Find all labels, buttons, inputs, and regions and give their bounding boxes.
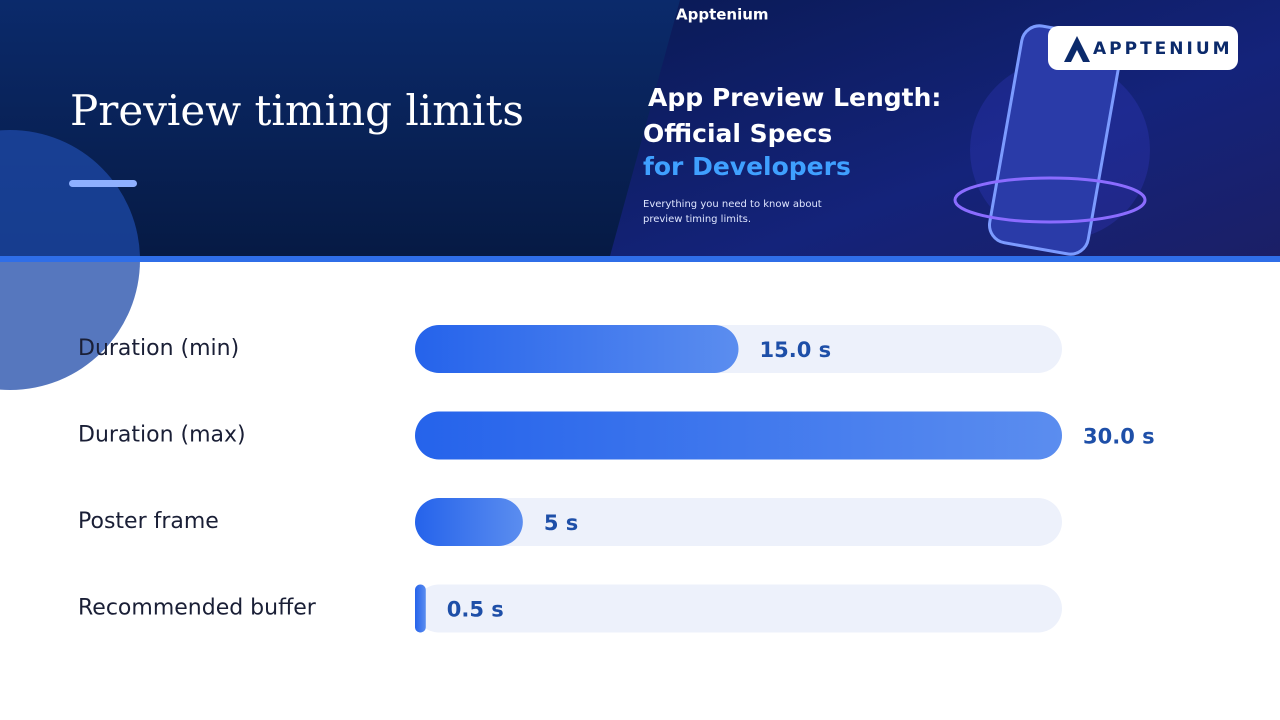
bar <box>415 411 1062 460</box>
header-rule <box>0 256 1280 262</box>
bar <box>415 584 426 633</box>
banner-caption: Everything you need to know about <box>643 199 822 210</box>
value-label: 15.0 s <box>760 338 832 362</box>
logo-mark <box>1064 36 1090 62</box>
bar-track <box>415 498 1062 546</box>
value-label: 0.5 s <box>447 598 504 622</box>
page-title: Preview timing limits <box>70 86 524 135</box>
bar-track <box>415 584 1062 633</box>
category-label: Duration (max) <box>78 423 246 448</box>
value-label: 5 s <box>544 511 578 535</box>
banner-headline: for Developers <box>643 152 851 181</box>
logo-text: APPTENIUM <box>1093 39 1233 59</box>
banner-caption: preview timing limits. <box>643 214 751 225</box>
banner-headline: App Preview Length: <box>648 83 941 112</box>
title-accent <box>69 180 137 187</box>
brand: Apptenium <box>676 6 769 24</box>
bar <box>415 498 523 546</box>
category-label: Poster frame <box>78 509 219 534</box>
ring <box>953 176 1147 224</box>
category-label: Recommended buffer <box>78 596 317 621</box>
category-label: Duration (min) <box>78 336 239 361</box>
value-label: 30.0 s <box>1083 425 1155 449</box>
bar <box>415 325 739 373</box>
logo-box <box>1048 26 1238 70</box>
banner-headline: Official Specs <box>643 119 832 148</box>
